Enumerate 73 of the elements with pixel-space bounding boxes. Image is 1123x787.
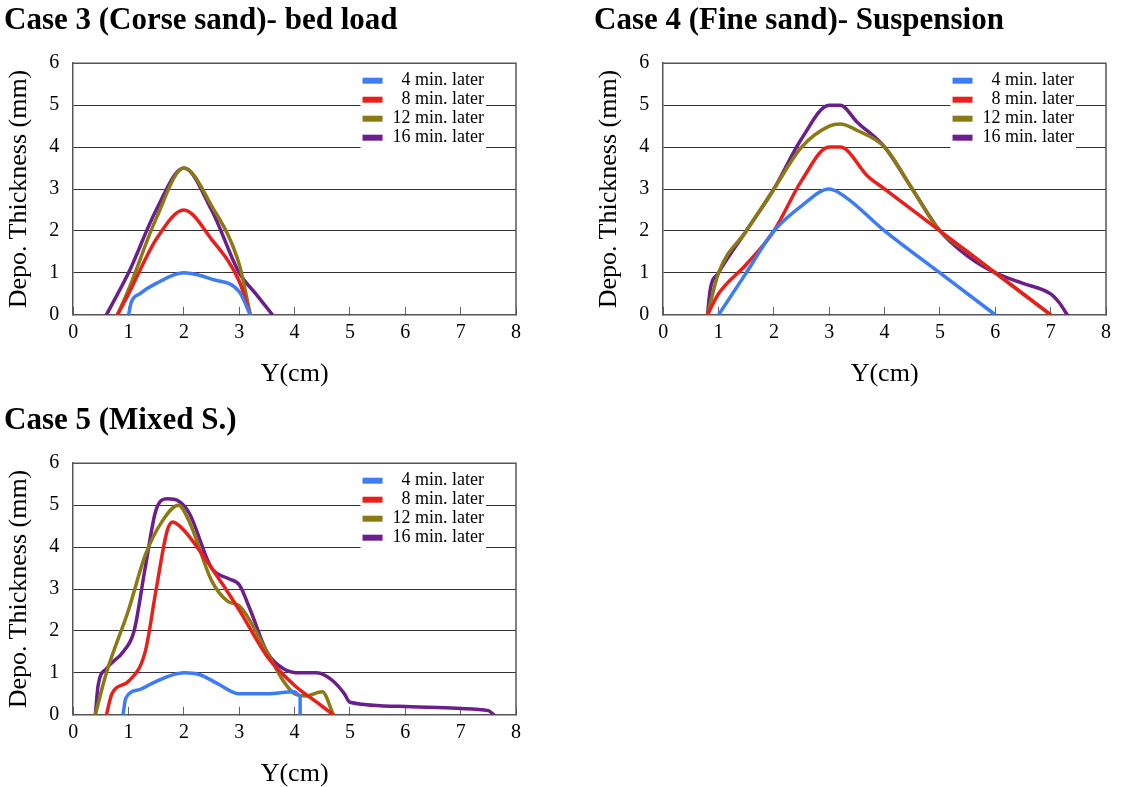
y-tick-label: 6 (49, 450, 60, 473)
y-tick-label: 2 (49, 218, 60, 241)
legend-label: 12 min. later (392, 507, 484, 528)
legend-label: 4 min. later (991, 69, 1074, 90)
x-tick-label: 5 (934, 320, 945, 343)
line-series (115, 208, 253, 315)
y-tick-label: 0 (49, 702, 60, 725)
legend-label: 8 min. later (991, 88, 1074, 109)
legend-label: 12 min. later (982, 107, 1074, 128)
y-tick-label: 2 (49, 618, 60, 641)
x-tick-label: 6 (400, 320, 411, 343)
chart-title: Case 4 (Fine sand)- Suspension (594, 0, 1004, 36)
x-tick-label: 6 (400, 720, 411, 743)
y-tick-label: 4 (639, 134, 650, 157)
y-tick-label: 1 (639, 260, 650, 283)
chart-title: Case 3 (Corse sand)- bed load (4, 0, 398, 36)
x-tick-label: 1 (713, 320, 724, 343)
x-tick-label: 7 (1045, 320, 1056, 343)
x-tick-label: 0 (68, 320, 79, 343)
y-tick-label: 6 (49, 50, 60, 73)
x-tick-label: 8 (511, 720, 521, 743)
y-tick-label: 5 (49, 492, 60, 515)
legend-label: 16 min. later (982, 126, 1074, 147)
x-tick-label: 3 (234, 720, 245, 743)
y-tick-label: 0 (49, 302, 60, 325)
y-tick-label: 2 (639, 218, 650, 241)
y-tick-label: 3 (49, 176, 60, 199)
y-tick-label: 6 (639, 50, 650, 73)
x-tick-label: 2 (178, 720, 189, 743)
x-tick-label: 1 (123, 320, 134, 343)
x-tick-label: 2 (768, 320, 779, 343)
line-series (126, 271, 253, 315)
legend-label: 8 min. later (401, 88, 484, 109)
legend-label: 12 min. later (392, 107, 484, 128)
y-tick-label: 1 (49, 660, 60, 683)
y-tick-label: 0 (639, 302, 650, 325)
legend-label: 8 min. later (401, 488, 484, 509)
x-tick-label: 5 (344, 320, 355, 343)
y-tick-label: 3 (49, 576, 60, 599)
x-tick-label: 3 (234, 320, 245, 343)
x-axis-title: Y(cm) (850, 358, 919, 388)
x-tick-label: 0 (68, 720, 79, 743)
legend-label: 16 min. later (392, 126, 484, 147)
y-axis-title: Depo. Thickness (mm) (593, 69, 623, 309)
y-axis-title: Depo. Thickness (mm) (3, 69, 33, 309)
x-tick-label: 7 (455, 320, 466, 343)
y-tick-label: 4 (49, 534, 60, 557)
y-tick-label: 1 (49, 260, 60, 283)
legend-label: 4 min. later (401, 69, 484, 90)
x-axis-title: Y(cm) (260, 358, 329, 388)
y-tick-label: 5 (49, 92, 60, 115)
x-axis-title: Y(cm) (260, 758, 329, 787)
legend-label: 4 min. later (401, 469, 484, 490)
x-tick-label: 6 (990, 320, 1001, 343)
x-tick-label: 5 (344, 720, 355, 743)
x-tick-label: 0 (658, 320, 669, 343)
x-tick-label: 7 (455, 720, 466, 743)
y-tick-label: 4 (49, 134, 60, 157)
y-tick-label: 3 (639, 176, 650, 199)
x-tick-label: 1 (123, 720, 134, 743)
line-series (716, 187, 998, 315)
x-tick-label: 2 (178, 320, 189, 343)
x-tick-label: 4 (289, 720, 300, 743)
x-tick-label: 4 (879, 320, 890, 343)
x-tick-label: 8 (511, 320, 521, 343)
y-axis-title: Depo. Thickness (mm) (3, 469, 33, 709)
x-tick-label: 4 (289, 320, 300, 343)
x-tick-label: 8 (1101, 320, 1111, 343)
x-tick-label: 3 (824, 320, 835, 343)
line-series (121, 671, 302, 715)
y-tick-label: 5 (639, 92, 650, 115)
legend-label: 16 min. later (392, 526, 484, 547)
chart-title: Case 5 (Mixed S.) (4, 400, 237, 436)
